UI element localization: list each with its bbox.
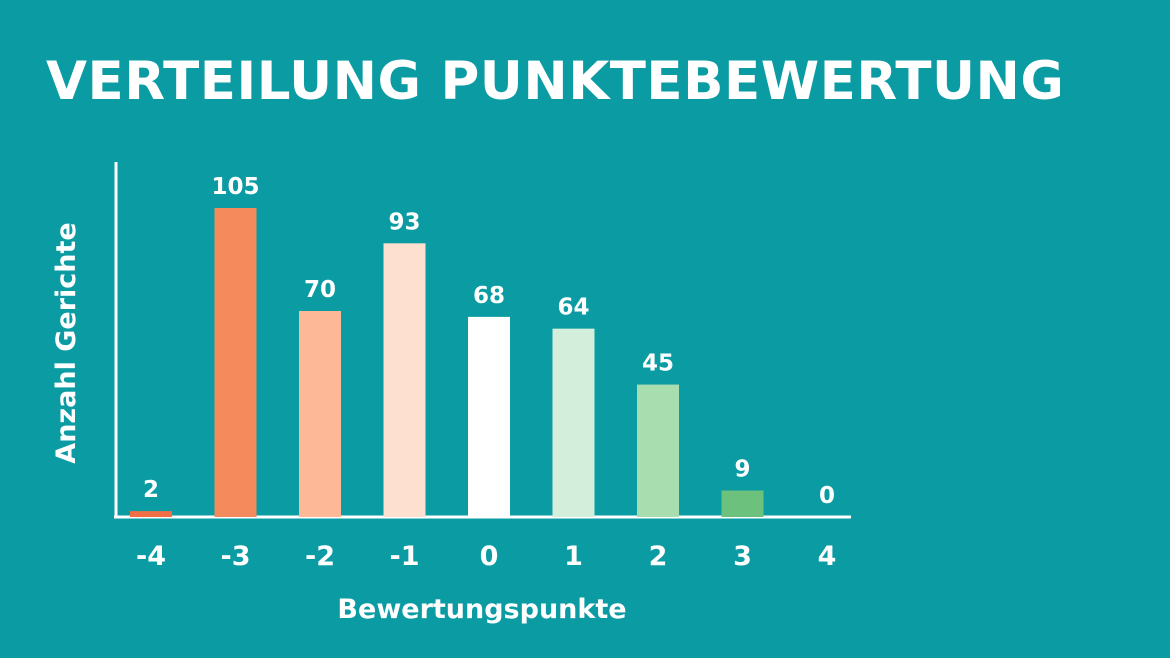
bar-1 xyxy=(552,328,595,517)
x-tick-label-minus-4: -4 xyxy=(136,541,166,572)
x-tick-label-minus-2: -2 xyxy=(305,541,335,572)
bar-0 xyxy=(468,316,510,517)
y-axis-title: Anzahl Gerichte xyxy=(51,222,82,463)
x-tick-label-minus-1: -1 xyxy=(390,541,420,572)
x-tick-label-3: 3 xyxy=(733,541,752,572)
data-label-1: 64 xyxy=(557,295,589,321)
bar-minus-1 xyxy=(383,243,426,518)
bar-2 xyxy=(637,384,679,517)
bar-3 xyxy=(721,490,764,517)
chart-title: VERTEILUNG PUNKTEBEWERTUNG xyxy=(46,51,1065,112)
x-tick-label-minus-3: -3 xyxy=(221,541,251,572)
data-label-3: 9 xyxy=(734,457,750,483)
data-label-minus-1: 93 xyxy=(388,209,420,235)
x-tick-label-4: 4 xyxy=(818,541,837,572)
data-label-0: 68 xyxy=(473,283,505,309)
x-axis-title: Bewertungspunkte xyxy=(337,594,626,625)
bar-minus-4 xyxy=(130,511,172,517)
data-label-2: 45 xyxy=(642,351,674,377)
x-tick-label-1: 1 xyxy=(564,541,583,572)
data-label-minus-3: 105 xyxy=(211,174,259,200)
data-label-minus-2: 70 xyxy=(304,277,336,303)
bar-minus-2 xyxy=(299,311,341,517)
data-label-minus-4: 2 xyxy=(143,477,159,503)
x-tick-label-2: 2 xyxy=(649,541,668,572)
bar-minus-3 xyxy=(214,208,257,517)
x-tick-label-0: 0 xyxy=(480,541,499,572)
data-label-4: 0 xyxy=(819,483,835,509)
